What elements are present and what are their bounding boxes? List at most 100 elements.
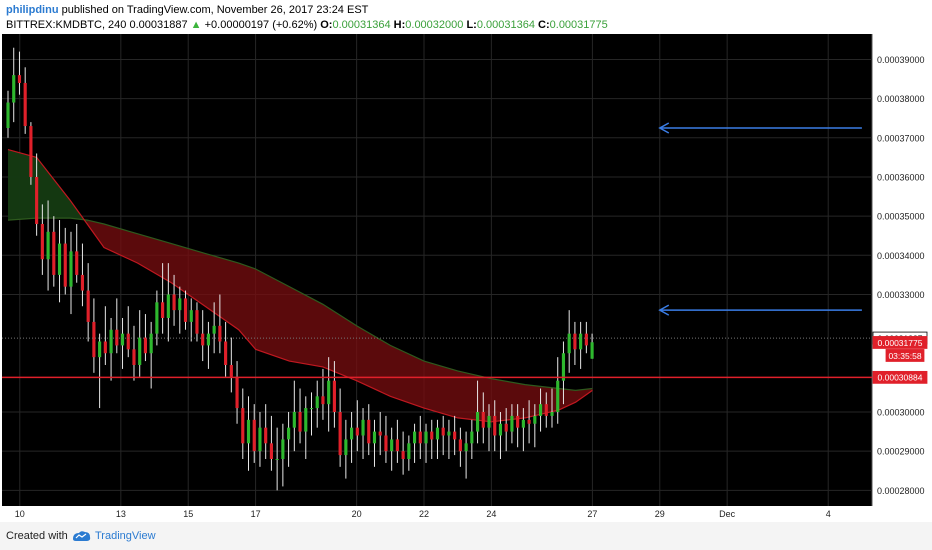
candle-body	[206, 333, 210, 346]
candle-body	[201, 333, 205, 346]
candle-body	[579, 333, 583, 350]
candle-body	[321, 396, 325, 405]
candle-body	[384, 435, 388, 452]
tradingview-logo-icon[interactable]	[70, 529, 92, 543]
candle-body	[161, 302, 165, 318]
symbol-label: BITTREX:KMDBTC, 240	[6, 19, 127, 31]
candle-body	[315, 396, 319, 409]
candle-body	[292, 411, 296, 428]
x-tick-label: 4	[826, 509, 831, 519]
close-value: 0.00031775	[549, 19, 608, 31]
candle-body	[516, 415, 520, 428]
x-tick-label: 22	[419, 509, 429, 519]
candle-body	[453, 431, 457, 440]
y-tick-label: 0.00035000	[877, 212, 925, 222]
candle-body	[258, 427, 262, 452]
candle-body	[521, 419, 525, 428]
x-axis-ticks: 10 13 15 17 20 22 24 27 29 Dec 4	[15, 509, 831, 519]
y-tick-label: 0.00039000	[877, 55, 925, 65]
candle-body	[92, 321, 96, 358]
candle-body	[567, 333, 571, 354]
candle-body	[361, 419, 365, 436]
candle-body	[344, 439, 348, 456]
x-tick-label: Dec	[719, 509, 736, 519]
published-text: published on TradingView.com, November 2…	[61, 4, 369, 16]
price-label-box	[872, 336, 928, 349]
x-tick-label: 29	[655, 509, 665, 519]
footer: Created with TradingView	[0, 522, 932, 550]
candle-body	[424, 431, 428, 444]
high-label: H:	[393, 19, 406, 31]
candle-body	[132, 349, 136, 365]
candle-body	[458, 439, 462, 452]
y-tick-label: 0.00029000	[877, 447, 925, 457]
ma-cloud	[7, 149, 593, 423]
chart-header: philipdinu published on TradingView.com,…	[0, 0, 932, 34]
candle-body	[441, 427, 445, 436]
candle-body	[304, 408, 308, 432]
candle-body	[189, 310, 193, 322]
y-tick-label: 0.00030000	[877, 407, 925, 417]
candle-body	[332, 380, 336, 412]
candle-body	[395, 439, 399, 452]
candle-body	[264, 427, 268, 444]
y-tick-label: 0.00034000	[877, 251, 925, 261]
candle-body	[23, 82, 27, 127]
low-value: 0.00031364	[476, 19, 535, 31]
candle-body	[29, 126, 33, 177]
candle-body	[12, 75, 16, 103]
tradingview-link[interactable]: TradingView	[95, 530, 156, 542]
candle-body	[52, 231, 56, 275]
candle-body	[281, 439, 285, 459]
candles	[6, 47, 594, 491]
time-axis[interactable]	[2, 506, 872, 522]
candle-body	[309, 408, 314, 410]
candle-body	[17, 75, 22, 83]
candle-body	[470, 431, 474, 444]
candle-body	[390, 439, 394, 452]
candle-body	[556, 380, 560, 412]
x-tick-label: 13	[116, 509, 126, 519]
candle-body	[195, 310, 199, 334]
candle-body	[538, 404, 543, 416]
price-axis[interactable]	[872, 34, 932, 506]
y-tick-label: 0.00036000	[877, 172, 925, 182]
candle-body	[155, 302, 159, 334]
created-with-text: Created with	[6, 530, 68, 542]
candle-body	[212, 325, 216, 334]
candle-body	[246, 419, 251, 444]
candle-body	[224, 341, 228, 365]
candle-body	[504, 423, 508, 432]
candle-body	[338, 411, 342, 456]
x-tick-label: 20	[352, 509, 362, 519]
candle-body	[475, 411, 480, 432]
price-label-text: 0.00031775	[878, 338, 923, 348]
candle-body	[235, 376, 239, 409]
price-label-text: 0.00030884	[878, 373, 923, 383]
candle-body	[109, 329, 113, 354]
candle-body	[178, 298, 182, 311]
author-link[interactable]: philipdinu	[6, 4, 59, 16]
candle-body	[327, 380, 331, 405]
candle-body	[430, 431, 434, 440]
candle-body	[372, 431, 377, 444]
candle-body	[481, 411, 485, 428]
candle-body	[69, 251, 73, 287]
candle-body	[493, 415, 497, 436]
price-chart[interactable]: 0.00039000 0.00038000 0.00037000 0.00036000…	[0, 34, 932, 522]
candle-body	[80, 274, 85, 291]
candle-body	[550, 411, 554, 416]
x-tick-label: 10	[15, 509, 25, 519]
candle-body	[229, 364, 233, 377]
candle-body	[126, 333, 130, 350]
price-label-box	[885, 349, 925, 362]
candle-body	[252, 419, 256, 452]
candle-body	[57, 243, 62, 275]
candle-body	[412, 431, 417, 444]
candle-body	[355, 427, 359, 436]
candle-body	[98, 341, 102, 358]
candle-body	[166, 294, 170, 318]
up-arrow-icon: ▲	[190, 19, 202, 31]
candle-body	[510, 415, 514, 432]
